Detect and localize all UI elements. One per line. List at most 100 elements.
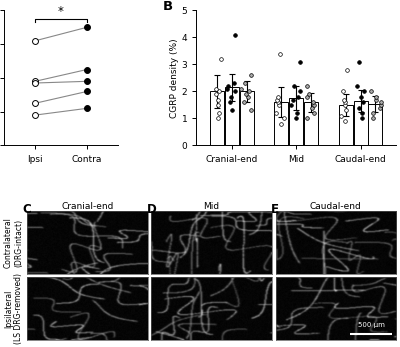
Text: C: C xyxy=(22,203,31,216)
Text: *: * xyxy=(58,5,64,18)
Bar xyxy=(274,102,288,145)
Point xyxy=(360,100,366,105)
Point xyxy=(213,86,220,92)
Point xyxy=(368,89,375,94)
Point xyxy=(84,105,90,111)
Point xyxy=(344,67,350,73)
Title: Cranial-end: Cranial-end xyxy=(61,202,114,211)
Point xyxy=(309,105,315,110)
Point xyxy=(306,91,312,97)
Point xyxy=(214,97,221,102)
Point xyxy=(304,116,310,121)
Point xyxy=(342,102,348,108)
Text: B: B xyxy=(162,0,173,12)
Point xyxy=(232,32,238,37)
Text: 500 μm: 500 μm xyxy=(358,322,385,328)
Point xyxy=(215,89,222,94)
Point xyxy=(304,94,310,100)
Point xyxy=(248,108,254,113)
Point xyxy=(216,110,222,116)
Point xyxy=(377,102,384,108)
Bar xyxy=(339,105,353,145)
Point xyxy=(214,116,221,121)
Point xyxy=(215,102,221,108)
Point xyxy=(280,116,287,121)
Point xyxy=(241,100,247,105)
Bar xyxy=(289,98,303,145)
Point xyxy=(356,59,362,65)
Point xyxy=(244,94,251,100)
Point xyxy=(232,89,239,94)
Bar xyxy=(240,92,254,145)
Bar xyxy=(354,101,368,145)
Point xyxy=(373,94,380,100)
Point xyxy=(291,83,298,89)
Point xyxy=(84,25,90,30)
Point xyxy=(277,51,283,57)
Point xyxy=(369,116,376,121)
Point xyxy=(274,97,280,102)
Point xyxy=(213,91,220,97)
Point xyxy=(225,83,231,89)
Point xyxy=(358,116,365,121)
Point xyxy=(296,89,303,94)
Point xyxy=(295,94,301,100)
Point xyxy=(32,78,38,84)
Point xyxy=(290,97,296,102)
Point xyxy=(304,83,310,89)
Point xyxy=(229,108,236,113)
Point xyxy=(274,100,281,105)
Point xyxy=(277,121,284,127)
Y-axis label: CGRP density (%): CGRP density (%) xyxy=(170,38,179,118)
Point xyxy=(310,110,317,116)
Point xyxy=(32,38,38,44)
Title: Caudal-end: Caudal-end xyxy=(310,202,362,211)
Text: E: E xyxy=(271,203,279,216)
Point xyxy=(84,89,90,94)
Point xyxy=(218,56,224,62)
Point xyxy=(297,59,304,65)
Text: D: D xyxy=(146,203,156,216)
Point xyxy=(355,105,362,110)
Point xyxy=(343,108,350,113)
Point xyxy=(341,97,347,102)
Point xyxy=(342,100,348,105)
Point xyxy=(32,112,38,118)
Point xyxy=(275,94,281,100)
Point xyxy=(273,110,280,116)
Point xyxy=(248,73,254,78)
Bar xyxy=(304,102,318,145)
Bar xyxy=(210,92,224,145)
Point xyxy=(32,101,38,106)
Title: Mid: Mid xyxy=(204,202,220,211)
Point xyxy=(294,110,300,116)
Point xyxy=(377,105,384,110)
Point xyxy=(228,94,234,100)
Point xyxy=(246,89,252,94)
Point xyxy=(224,86,230,92)
Point xyxy=(32,80,38,86)
Point xyxy=(354,83,360,89)
Point xyxy=(311,102,318,108)
Point xyxy=(359,110,366,116)
Point xyxy=(370,110,376,116)
Point xyxy=(373,97,379,102)
Point xyxy=(84,78,90,84)
Point xyxy=(84,67,90,72)
Point xyxy=(238,86,245,92)
Point xyxy=(338,113,344,119)
Bar xyxy=(368,104,382,145)
Text: Ipsilateral
(LS DRG-removed): Ipsilateral (LS DRG-removed) xyxy=(4,273,23,344)
Point xyxy=(340,89,346,94)
Point xyxy=(293,116,300,121)
Text: Contralateral
(DRG-intact): Contralateral (DRG-intact) xyxy=(4,218,23,268)
Point xyxy=(243,91,249,97)
Point xyxy=(230,81,237,86)
Point xyxy=(242,81,248,86)
Point xyxy=(310,100,316,105)
Point xyxy=(377,100,384,105)
Point xyxy=(360,89,367,94)
Bar xyxy=(225,87,239,145)
Point xyxy=(358,94,365,100)
Point xyxy=(226,100,233,105)
